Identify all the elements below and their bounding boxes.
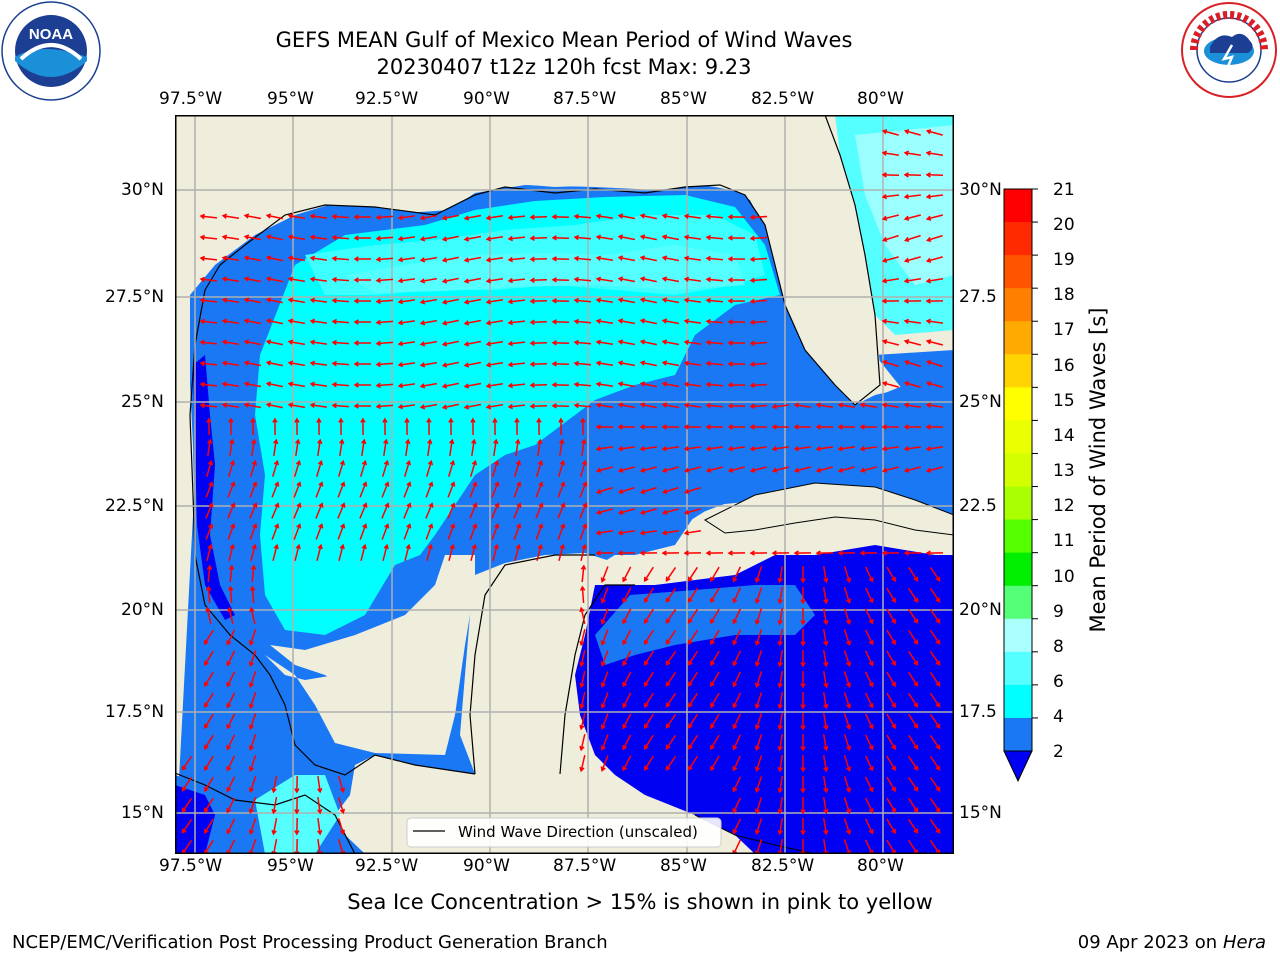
gulf-map: Wind Wave Direction (unscaled) (175, 115, 954, 854)
colorbar-segment (1004, 255, 1032, 289)
lon-tick-bottom: 82.5°W (751, 856, 814, 876)
lon-tick-bottom: 80°W (857, 856, 904, 876)
colorbar-tick: 18 (1053, 285, 1075, 305)
lon-tick-bottom: 85°W (660, 856, 707, 876)
colorbar-segment (1004, 685, 1032, 719)
nws-logo (1180, 1, 1278, 99)
lat-tick-right: 22.5 (959, 496, 997, 516)
colorbar-segment (1004, 189, 1032, 223)
colorbar-tick: 4 (1053, 707, 1064, 727)
lat-tick-right: 25°N (959, 392, 1002, 412)
lat-tick-right: 20°N (959, 600, 1002, 620)
lon-tick-top: 95°W (267, 89, 314, 109)
map-legend: Wind Wave Direction (unscaled) (407, 818, 721, 847)
lon-tick-bottom: 87.5°W (553, 856, 616, 876)
lon-tick-bottom: 92.5°W (355, 856, 418, 876)
lon-tick-top: 90°W (463, 89, 510, 109)
lat-tick-left: 25°N (121, 392, 164, 412)
lon-tick-bottom: 95°W (267, 856, 314, 876)
lon-tick-top: 92.5°W (355, 89, 418, 109)
colorbar (1000, 185, 1050, 785)
colorbar-tick: 8 (1053, 637, 1064, 657)
colorbar-tick: 15 (1053, 391, 1075, 411)
lat-tick-left: 22.5°N (105, 496, 164, 516)
colorbar-tick: 6 (1053, 672, 1064, 692)
lat-tick-left: 20°N (121, 600, 164, 620)
colorbar-segment (1004, 420, 1032, 454)
colorbar-segment (1004, 586, 1032, 620)
colorbar-segment (1004, 288, 1032, 322)
colorbar-tick: 12 (1053, 496, 1075, 516)
lat-tick-right: 27.5 (959, 287, 997, 307)
lat-tick-left: 30°N (121, 180, 164, 200)
chart-subtitle: 20230407 t12z 120h fcst Max: 9.23 (0, 54, 1128, 80)
colorbar-tick: 17 (1053, 320, 1075, 340)
colorbar-tick: 13 (1053, 461, 1075, 481)
footer-right: 09 Apr 2023 on Hera (1078, 932, 1266, 953)
chart-title: GEFS MEAN Gulf of Mexico Mean Period of … (0, 27, 1128, 53)
colorbar-segment (1004, 520, 1032, 554)
lat-tick-right: 15°N (959, 803, 1002, 823)
lon-tick-top: 82.5°W (751, 89, 814, 109)
lon-tick-top: 85°W (660, 89, 707, 109)
colorbar-tick: 20 (1053, 215, 1075, 235)
colorbar-segment (1004, 487, 1032, 521)
lat-tick-right: 30°N (959, 180, 1002, 200)
colorbar-segment (1004, 321, 1032, 355)
colorbar-segment (1004, 453, 1032, 487)
colorbar-segment (1004, 718, 1032, 752)
lon-tick-top: 87.5°W (553, 89, 616, 109)
lat-tick-left: 15°N (121, 803, 164, 823)
lat-tick-left: 17.5°N (105, 702, 164, 722)
lat-tick-left: 27.5°N (105, 287, 164, 307)
colorbar-tick: 2 (1053, 742, 1064, 762)
colorbar-tick: 14 (1053, 426, 1075, 446)
colorbar-segment (1004, 354, 1032, 388)
colorbar-segment (1004, 222, 1032, 256)
colorbar-segment (1004, 652, 1032, 686)
legend-label: Wind Wave Direction (unscaled) (458, 823, 698, 841)
footer-left: NCEP/EMC/Verification Post Processing Pr… (12, 932, 608, 953)
colorbar-tick: 16 (1053, 356, 1075, 376)
colorbar-tick: 10 (1053, 567, 1075, 587)
lon-tick-top: 97.5°W (159, 89, 222, 109)
lon-tick-top: 80°W (857, 89, 904, 109)
colorbar-segment (1004, 553, 1032, 587)
footer-host: Hera (1223, 932, 1266, 953)
colorbar-segment (1004, 387, 1032, 421)
noaa-logo-text: NOAA (29, 26, 73, 43)
noaa-logo: NOAA (1, 1, 101, 101)
sea-ice-note: Sea Ice Concentration > 15% is shown in … (175, 890, 1105, 914)
lon-tick-bottom: 90°W (463, 856, 510, 876)
colorbar-tick: 9 (1053, 602, 1064, 622)
colorbar-title: Mean Period of Wind Waves [s] (1086, 270, 1110, 670)
colorbar-tick: 19 (1053, 250, 1075, 270)
colorbar-segment (1004, 619, 1032, 653)
lon-tick-bottom: 97.5°W (159, 856, 222, 876)
lat-tick-right: 17.5 (959, 702, 997, 722)
colorbar-tick: 21 (1053, 180, 1075, 200)
colorbar-extend-triangle (1004, 751, 1032, 781)
footer-date: 09 Apr 2023 on (1078, 932, 1217, 953)
colorbar-tick: 11 (1053, 531, 1075, 551)
